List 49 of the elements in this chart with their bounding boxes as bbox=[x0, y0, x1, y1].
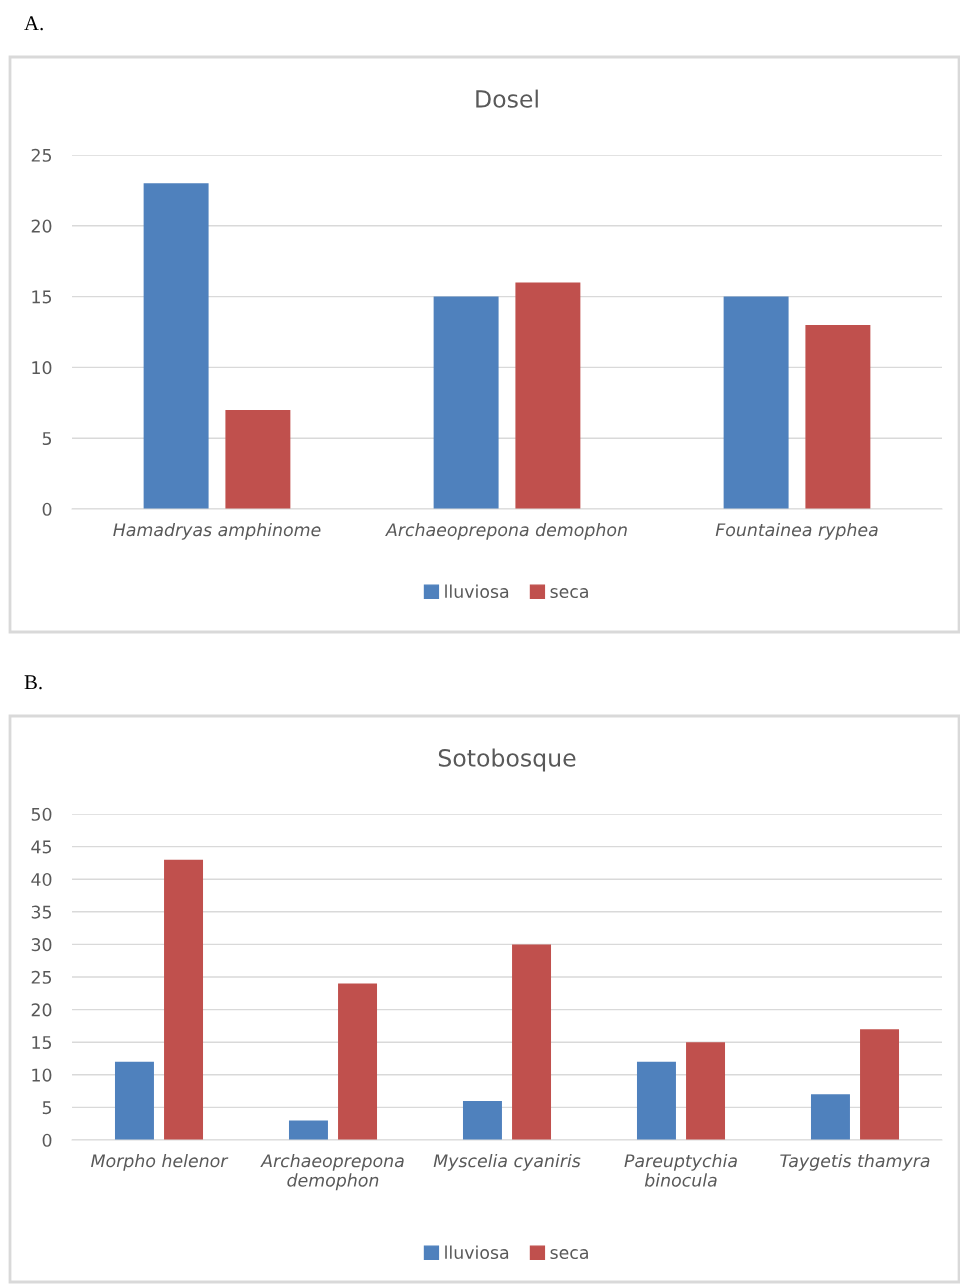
y-tick-label: 0 bbox=[42, 1133, 52, 1147]
y-tick-label: 30 bbox=[31, 938, 52, 952]
bar bbox=[225, 409, 291, 509]
y-tick-label: 35 bbox=[31, 905, 52, 919]
legend-label: seca bbox=[550, 588, 588, 599]
chart-title: Dosel bbox=[476, 89, 538, 108]
legend-label: lluviosa bbox=[445, 584, 509, 599]
x-tick-label: Myscelia cyaniris bbox=[433, 1153, 581, 1171]
y-tick-label: 45 bbox=[31, 840, 52, 854]
y-tick-label: 5 bbox=[42, 1101, 52, 1115]
bar bbox=[515, 282, 581, 509]
bar bbox=[810, 1094, 850, 1140]
x-tick-label: Archaeoprepona demophon bbox=[260, 1153, 404, 1191]
bar bbox=[512, 944, 552, 1140]
y-tick-label: 50 bbox=[31, 807, 52, 821]
y-tick-label: 5 bbox=[42, 432, 52, 446]
y-tick-label: 25 bbox=[31, 970, 52, 984]
y-tick-label: 15 bbox=[32, 290, 52, 304]
chart-title: Sotobosque bbox=[438, 748, 576, 772]
bar bbox=[338, 983, 378, 1140]
text: A. bbox=[24, 16, 43, 31]
y-tick-label: 10 bbox=[32, 1068, 52, 1082]
y-tick-label: 40 bbox=[31, 872, 52, 887]
bar bbox=[288, 1120, 328, 1140]
bar bbox=[805, 324, 871, 509]
y-tick-label: 20 bbox=[31, 1003, 52, 1017]
y-tick-label: 0 bbox=[42, 502, 52, 516]
x-tick-label: Hamadryas amphinome bbox=[113, 522, 321, 540]
y-tick-label: 20 bbox=[31, 219, 52, 233]
y-tick-label: 25 bbox=[31, 148, 52, 162]
y-tick-label: 10 bbox=[32, 361, 52, 375]
bar bbox=[860, 1029, 900, 1140]
bar bbox=[723, 296, 789, 509]
x-tick-label: Fountainea ryphea bbox=[715, 522, 878, 540]
text: B. bbox=[24, 675, 42, 690]
x-tick-label: Pareuptychia binocula bbox=[624, 1153, 737, 1187]
legend-label: lluviosa bbox=[445, 1245, 509, 1260]
x-tick-label: Morpho helenor bbox=[91, 1153, 229, 1171]
bar bbox=[686, 1042, 726, 1140]
bar bbox=[164, 859, 204, 1140]
bar bbox=[114, 1061, 154, 1140]
x-tick-label: Taygetis thamyra bbox=[780, 1153, 930, 1171]
bar bbox=[433, 296, 499, 509]
bar bbox=[462, 1100, 502, 1140]
bar bbox=[636, 1061, 676, 1140]
y-tick-label: 15 bbox=[32, 1036, 52, 1050]
legend-label: seca bbox=[550, 1249, 588, 1260]
bar bbox=[143, 183, 209, 509]
x-tick-label: Archaeoprepona demophon bbox=[385, 522, 627, 540]
